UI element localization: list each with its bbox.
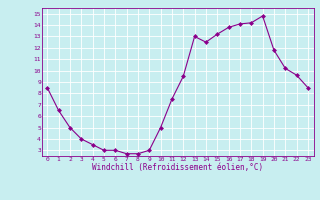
X-axis label: Windchill (Refroidissement éolien,°C): Windchill (Refroidissement éolien,°C) (92, 163, 263, 172)
